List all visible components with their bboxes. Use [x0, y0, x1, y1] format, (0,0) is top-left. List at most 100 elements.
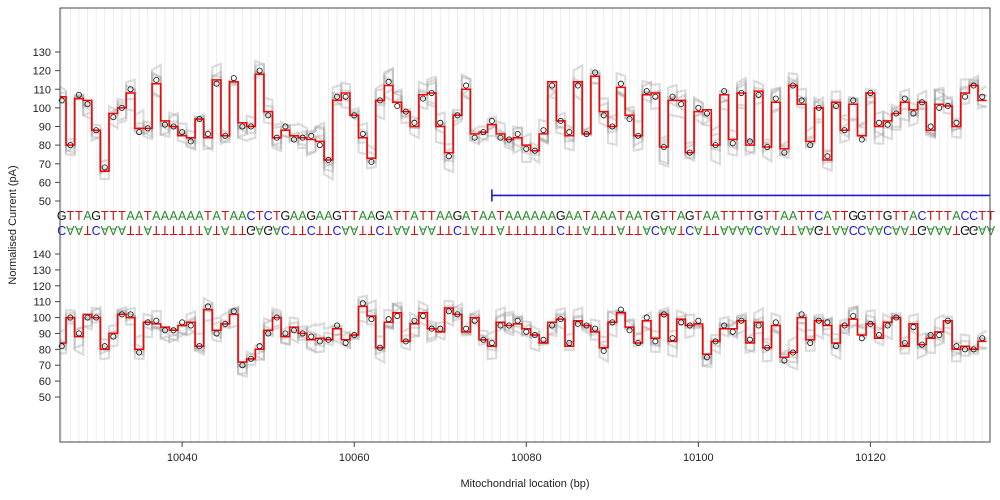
model-point	[299, 134, 306, 141]
base-forward: A	[161, 209, 170, 223]
base-forward: A	[324, 209, 333, 223]
model-point	[574, 320, 581, 327]
model-point	[342, 339, 349, 346]
base-reverse: G	[969, 223, 979, 237]
base-reverse: G	[917, 223, 927, 237]
base-forward: T	[806, 209, 814, 223]
base-forward: A	[522, 209, 531, 223]
base-reverse: C	[556, 223, 565, 237]
base-forward: A	[359, 209, 368, 223]
base-forward: A	[909, 209, 918, 223]
base-reverse: T	[789, 223, 797, 237]
base-reverse: A	[221, 223, 230, 237]
model-point	[308, 132, 315, 139]
model-point	[729, 328, 736, 335]
model-point	[179, 319, 186, 326]
base-forward: G	[848, 209, 858, 223]
base-forward: A	[462, 209, 471, 223]
base-reverse: A	[582, 223, 591, 237]
base-reverse: A	[273, 223, 282, 237]
base-forward: A	[135, 209, 144, 223]
base-forward: T	[875, 209, 883, 223]
mean-current-line	[60, 73, 987, 172]
base-reverse: A	[935, 223, 944, 237]
model-point	[127, 311, 134, 318]
base-forward: A	[384, 209, 393, 223]
base-reverse: C	[883, 223, 892, 237]
model-point	[480, 336, 487, 343]
base-forward: A	[952, 209, 961, 223]
base-reverse: A	[840, 223, 849, 237]
model-point	[540, 127, 547, 134]
model-point	[179, 129, 186, 136]
model-point	[488, 339, 495, 346]
base-reverse: A	[694, 223, 703, 237]
model-point	[506, 322, 513, 329]
model-point	[936, 104, 943, 111]
model-point	[213, 80, 220, 87]
base-reverse: T	[626, 223, 634, 237]
model-point	[643, 314, 650, 321]
model-point	[635, 339, 642, 346]
base-reverse: T	[540, 223, 548, 237]
model-point	[420, 312, 427, 319]
base-reverse: A	[737, 223, 746, 237]
model-point	[351, 332, 358, 339]
model-point	[746, 336, 753, 343]
model-point	[351, 112, 358, 119]
base-forward: T	[901, 209, 909, 223]
model-point	[686, 322, 693, 329]
base-reverse: C	[754, 223, 763, 237]
model-point	[557, 117, 564, 124]
model-point	[669, 93, 676, 100]
base-forward: T	[204, 209, 212, 223]
model-point	[93, 314, 100, 321]
model-point	[540, 336, 547, 343]
model-point	[721, 88, 728, 95]
model-point	[531, 332, 538, 339]
base-reverse: T	[781, 223, 789, 237]
base-forward: T	[772, 209, 780, 223]
vertical-grid	[61, 8, 983, 442]
model-point	[884, 322, 891, 329]
base-reverse: C	[376, 223, 385, 237]
model-point	[299, 330, 306, 337]
base-forward: C	[961, 209, 970, 223]
model-point	[110, 333, 117, 340]
y-axis-label: Normalised Current (pA)	[7, 165, 19, 284]
model-point	[807, 142, 814, 149]
x-axis-ticks: 10040 10060 10080 10100 10120	[167, 442, 886, 464]
model-point	[626, 116, 633, 123]
base-reverse: C	[307, 223, 316, 237]
model-point	[213, 330, 220, 337]
model-point	[445, 308, 452, 315]
model-point	[712, 338, 719, 345]
base-forward: T	[892, 209, 900, 223]
model-point	[437, 119, 444, 126]
base-reverse: T	[325, 223, 333, 237]
model-point	[867, 89, 874, 96]
base-forward: T	[669, 209, 677, 223]
base-reverse: C	[857, 223, 866, 237]
model-point	[402, 108, 409, 115]
base-reverse: T	[634, 223, 642, 237]
base-reverse: A	[109, 223, 118, 237]
model-point	[161, 121, 168, 128]
event-trace	[60, 59, 988, 169]
base-forward: G	[754, 209, 764, 223]
base-reverse: A	[901, 223, 910, 237]
model-point	[316, 142, 323, 149]
model-point	[523, 145, 530, 152]
model-point	[970, 346, 977, 353]
model-point	[833, 343, 840, 350]
base-reverse: T	[316, 223, 324, 237]
model-point	[738, 89, 745, 96]
model-point	[394, 312, 401, 319]
model-point	[617, 80, 624, 87]
y-bottom-tick-label: 140	[33, 249, 51, 261]
model-point	[531, 147, 538, 154]
model-point	[876, 119, 883, 126]
base-forward: A	[531, 209, 540, 223]
y-bottom-tick-label: 60	[39, 376, 51, 388]
